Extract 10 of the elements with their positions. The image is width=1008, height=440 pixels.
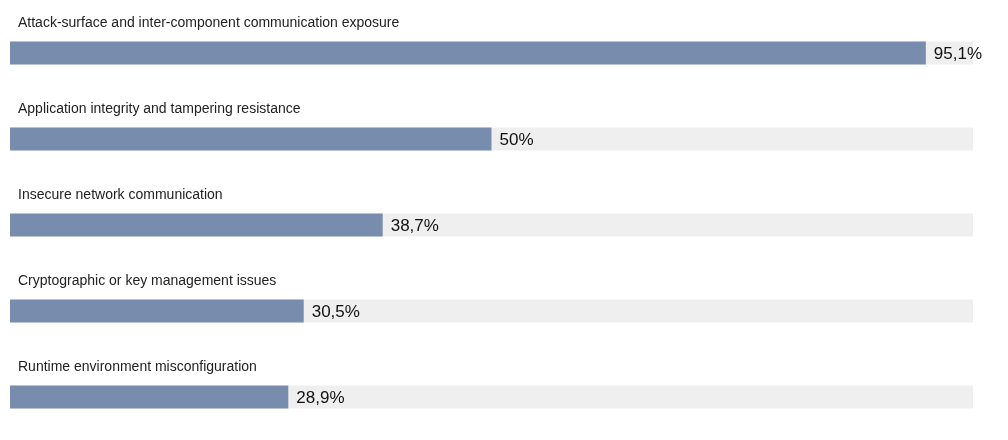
y-tick-label: Attack-surface and inter-component communication exposure <box>18 14 400 30</box>
y-tick-label: Application integrity and tampering resistance <box>18 100 301 116</box>
data-label: 28,9% <box>296 387 345 407</box>
y-tick-label: Runtime environment misconfiguration <box>18 358 257 374</box>
data-label: 50% <box>499 129 534 149</box>
y-tick-label: Insecure network communication <box>18 186 223 202</box>
y-tick-label: Cryptographic or key management issues <box>18 272 277 288</box>
data-label: 30,5% <box>311 301 360 321</box>
data-label: 38,7% <box>390 215 439 235</box>
data-label: 95,1% <box>933 43 983 63</box>
